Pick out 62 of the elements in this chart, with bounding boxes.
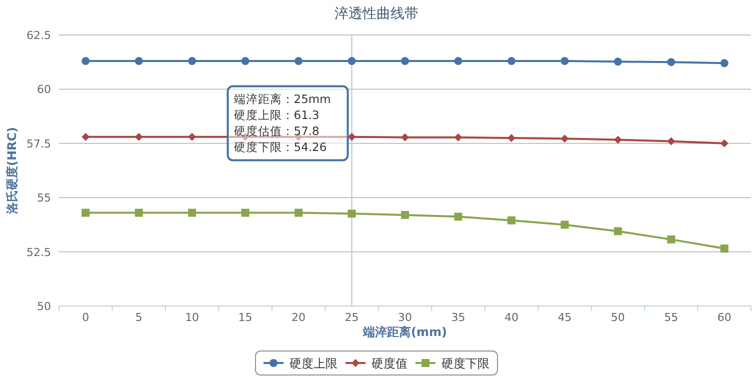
point <box>241 208 250 217</box>
point <box>560 134 569 143</box>
x-tick-label: 0 <box>82 311 90 324</box>
point <box>82 208 90 217</box>
point <box>720 139 728 148</box>
x-tick-label: 50 <box>610 311 625 324</box>
x-tick-label: 60 <box>717 311 732 324</box>
point <box>720 59 728 68</box>
y-tick-label: 62.5 <box>26 29 51 42</box>
point <box>614 136 622 144</box>
y-tick-label: 60 <box>37 83 51 96</box>
y-tick-label: 52.5 <box>26 246 51 259</box>
point <box>82 57 90 66</box>
point <box>560 57 569 66</box>
legend-label: 硬度下限 <box>442 356 490 370</box>
point <box>188 132 196 141</box>
x-tick-label: 45 <box>558 311 572 324</box>
point <box>348 57 356 66</box>
x-tick-label: 15 <box>238 311 252 324</box>
chart-title: 淬透性曲线带 <box>334 6 418 22</box>
point <box>454 133 462 142</box>
x-tick-label: 35 <box>451 311 466 324</box>
x-tick-label: 5 <box>135 311 142 324</box>
point <box>82 132 90 141</box>
x-tick-label: 10 <box>185 311 200 324</box>
point <box>720 244 728 253</box>
y-tick-label: 57.5 <box>26 137 51 150</box>
point <box>667 58 676 66</box>
point <box>294 208 303 217</box>
y-tick-label: 50 <box>37 300 51 313</box>
point <box>614 227 622 236</box>
point <box>188 57 196 66</box>
point <box>401 57 409 66</box>
point <box>134 208 143 217</box>
point <box>134 57 143 66</box>
point <box>401 133 409 142</box>
point <box>667 137 676 146</box>
point <box>507 216 516 224</box>
legend-label: 硬度上限 <box>290 356 338 370</box>
point <box>560 220 569 229</box>
x-tick-label: 20 <box>292 311 306 324</box>
x-tick-label: 40 <box>504 311 518 324</box>
point <box>454 57 462 66</box>
point <box>454 212 462 221</box>
y-tick-label: 55 <box>37 192 51 205</box>
annotation: 端淬距离：25mm 硬度上限：61.3 硬度估值：57.8 硬度下限：54.26 <box>234 92 331 154</box>
point <box>188 208 196 217</box>
point <box>667 235 676 244</box>
y-axis-title: 洛氏硬度(HRC) <box>5 126 19 216</box>
point <box>401 210 409 219</box>
point <box>614 58 622 66</box>
point <box>134 132 143 141</box>
point <box>294 57 303 66</box>
point <box>348 132 356 141</box>
point <box>507 57 516 66</box>
x-axis-title: 端淬距离(mm) <box>362 325 447 339</box>
x-tick-label: 25 <box>344 311 359 324</box>
point <box>348 210 356 218</box>
legend-label: 硬度值 <box>372 356 408 370</box>
x-tick-label: 30 <box>398 311 412 324</box>
point <box>241 57 250 66</box>
x-tick-label: 55 <box>664 311 678 324</box>
